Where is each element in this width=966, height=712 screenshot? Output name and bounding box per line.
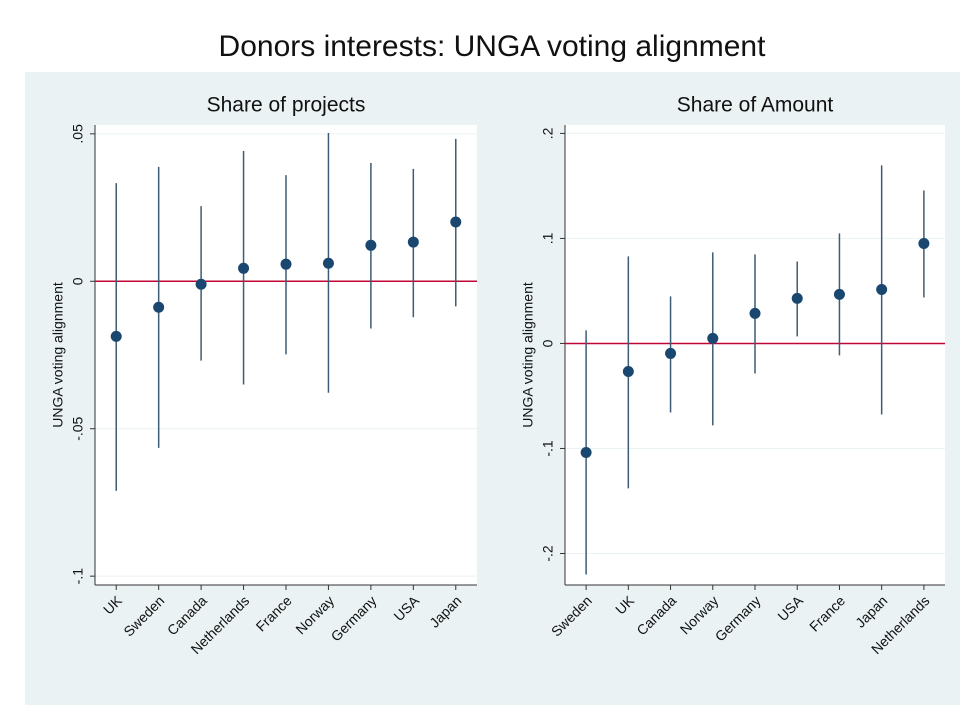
- y-tick-label: 0: [540, 339, 556, 347]
- y-tick-label: .2: [540, 127, 556, 139]
- y-tick-label: .1: [540, 232, 556, 244]
- y-axis-label: UNGA voting alignment: [50, 282, 66, 428]
- y-tick-label: .05: [70, 124, 86, 144]
- point: [707, 332, 719, 344]
- point: [322, 257, 334, 269]
- y-tick-label: 0: [70, 277, 86, 285]
- point: [791, 292, 803, 304]
- y-tick-label: -.05: [70, 416, 86, 440]
- point: [450, 216, 462, 228]
- point: [407, 236, 419, 248]
- y-tick-label: -.2: [540, 545, 556, 562]
- point: [365, 239, 377, 251]
- point: [833, 288, 845, 300]
- y-tick-label: -.1: [70, 568, 86, 585]
- point: [280, 258, 292, 270]
- panel-title: Share of projects: [207, 94, 366, 117]
- y-axis-label: UNGA voting alignment: [520, 282, 536, 428]
- point: [749, 307, 761, 319]
- point: [876, 283, 888, 295]
- point: [580, 446, 592, 458]
- point: [918, 237, 930, 249]
- point: [110, 330, 122, 342]
- point: [622, 365, 634, 377]
- panel-title: Share of Amount: [677, 94, 834, 117]
- point: [153, 301, 165, 313]
- point: [665, 347, 677, 359]
- chart-title: Donors interests: UNGA voting alignment: [219, 30, 767, 63]
- point: [195, 278, 207, 290]
- y-tick-label: -.1: [540, 440, 556, 457]
- point: [238, 262, 250, 274]
